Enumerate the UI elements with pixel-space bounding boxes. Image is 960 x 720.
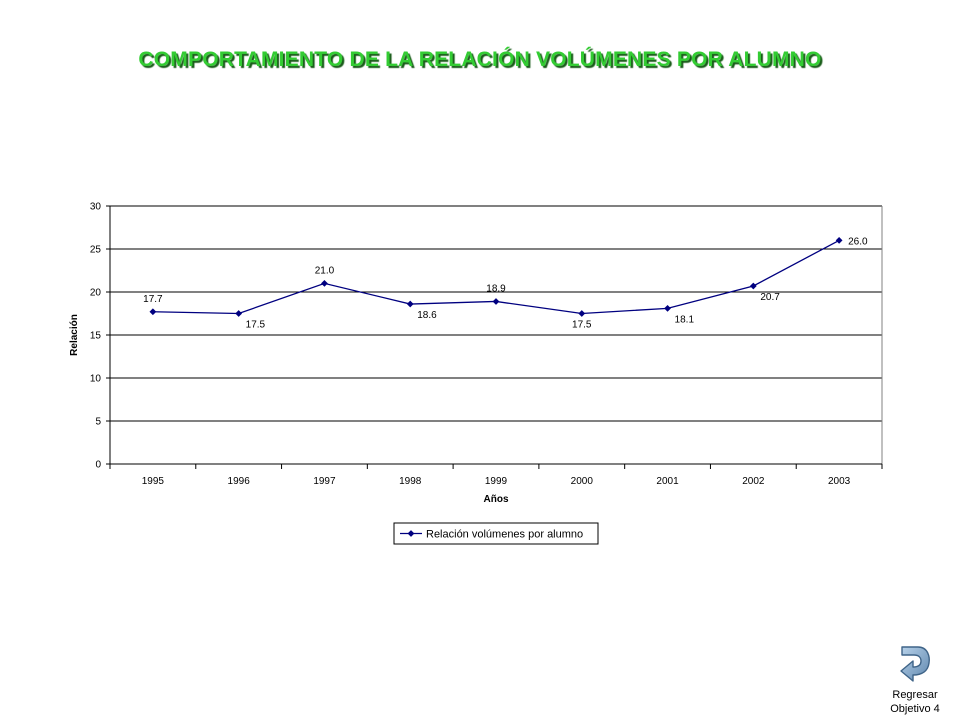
back-label: Regresar Objetivo 4 [884,688,946,716]
data-point [749,282,757,290]
data-point [664,304,671,312]
x-tick-label: 1995 [142,476,165,487]
x-tick-labels: 1995 1996 1997 1998 1999 2000 2001 2002 2003 [142,476,851,487]
legend: Relación volúmenes por alumno [393,522,599,545]
data-labels: 17.7 17.5 21.0 18.6 18.9 17.5 18.1 20.7 26.0 [143,236,868,330]
data-label: 20.7 [760,292,780,303]
return-arrow-icon [900,646,930,682]
data-label: 26.0 [848,236,868,247]
y-tick-label: 10 [90,374,102,385]
data-label: 17.5 [246,320,266,331]
legend-marker [407,530,415,537]
data-point [406,300,414,308]
y-tick-label: 5 [95,417,101,428]
back-label-line1: Regresar [892,689,938,701]
y-tick-label: 15 [90,331,102,342]
data-label: 17.5 [572,320,592,331]
data-point [835,237,843,244]
y-tick-label: 30 [90,202,102,213]
legend-entry: Relación volúmenes por alumno [426,529,583,541]
data-label: 18.9 [486,283,506,294]
x-tick-label: 1997 [313,476,336,487]
data-point [492,298,500,305]
data-point [235,310,243,317]
x-axis-title: Años [484,494,509,505]
axes [106,205,883,469]
data-point [149,308,157,316]
y-tick-label: 0 [95,460,101,471]
data-point [321,280,328,287]
y-tick-label: 25 [90,245,102,256]
y-axis-title: Relación [69,314,80,356]
back-label-line2: Objetivo 4 [890,703,940,715]
y-tick-label: 20 [90,288,102,299]
back-to-objective-button[interactable]: Regresar Objetivo 4 [884,644,950,718]
x-tick-label: 1998 [399,476,422,487]
data-label: 17.7 [143,294,163,305]
data-label: 18.1 [675,314,695,325]
x-tick-label: 1996 [228,476,251,487]
gridlines [110,205,882,422]
x-tick-label: 2001 [656,476,679,487]
data-label: 21.0 [315,265,335,276]
x-tick-label: 2002 [742,476,765,487]
x-tick-label: 2000 [571,476,594,487]
legend-box [393,522,599,545]
data-label: 18.6 [417,310,437,321]
x-tick-label: 2003 [828,476,851,487]
x-tick-label: 1999 [485,476,508,487]
series [149,237,843,317]
chart-title: COMPORTAMIENTO DE LA RELACIÓN VOLÚMENES … [138,48,822,71]
data-point [578,310,586,317]
y-tick-labels: 0 5 10 15 20 25 30 [90,202,102,471]
